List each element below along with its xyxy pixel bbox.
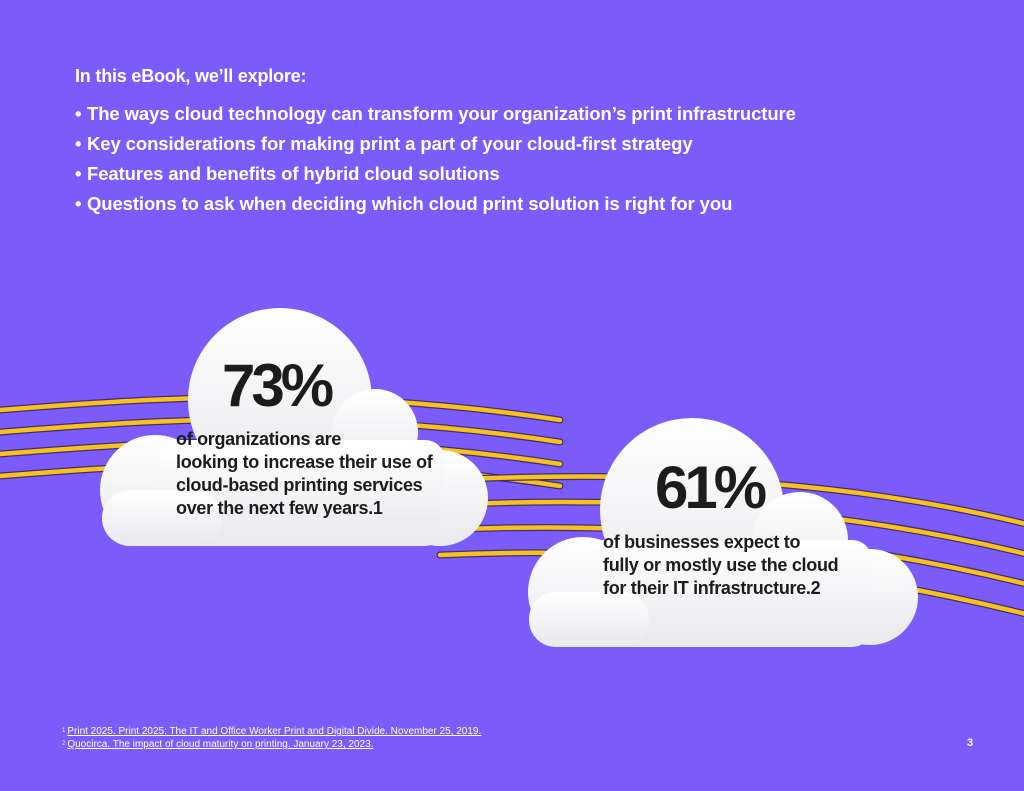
bullet-marker: • — [75, 103, 82, 124]
footnote-marker: 1 — [62, 728, 66, 734]
bullet-text: Features and benefits of hybrid cloud so… — [87, 163, 500, 184]
footnote-link[interactable]: Print 2025. Print 2025: The IT and Offic… — [67, 726, 482, 737]
bullet-item: • Key considerations for making print a p… — [75, 129, 796, 159]
stat-line: looking to increase their use of — [176, 452, 433, 472]
bullet-item: • Questions to ask when deciding which cl… — [75, 189, 796, 219]
bullet-marker: • — [75, 163, 82, 184]
cloud-shape-left — [100, 308, 488, 546]
intro-heading: In this eBook, we’ll explore: — [75, 66, 307, 86]
footnote-link[interactable]: Quocirca. The impact of cloud maturity o… — [67, 739, 374, 750]
page-number: 3 — [967, 737, 974, 749]
footnote-1: 1 Print 2025. Print 2025: The IT and Offi… — [62, 725, 481, 738]
bullet-marker: • — [75, 133, 82, 154]
stat-line: of organizations are — [176, 429, 342, 449]
stat-description: of businesses expect to fully or mostly … — [603, 531, 839, 600]
stat-description: of organizations are looking to increase… — [176, 428, 433, 520]
bullet-text: Key considerations for making print a pa… — [87, 133, 693, 154]
footnote-2: 2 Quocirca. The impact of cloud maturity … — [62, 738, 481, 751]
stat-line: for their IT infrastructure.2 — [603, 578, 821, 598]
stat-value: 73% — [222, 352, 334, 419]
cloud-shape-right — [528, 418, 918, 647]
bullet-text: The ways cloud technology can transform … — [87, 103, 796, 124]
stat-businesses: 61% of businesses expect to fully or mos… — [603, 454, 839, 600]
stat-line: cloud-based printing services — [176, 475, 423, 495]
intro-bullet-list: • The ways cloud technology can transform… — [75, 99, 796, 219]
stat-value: 61% — [655, 454, 767, 521]
bullet-item: • The ways cloud technology can transform… — [75, 99, 796, 129]
stat-line: over the next few years.1 — [176, 498, 383, 518]
footnotes: 1 Print 2025. Print 2025: The IT and Offi… — [62, 725, 481, 751]
stat-organizations: 73% of organizations are looking to incr… — [176, 352, 433, 520]
bullet-text: Questions to ask when deciding which clo… — [87, 193, 733, 214]
stat-line: fully or mostly use the cloud — [603, 555, 839, 575]
intro-section: In this eBook, we’ll explore: • The ways … — [75, 66, 796, 219]
footnote-marker: 2 — [62, 741, 66, 747]
bullet-marker: • — [75, 193, 82, 214]
bullet-item: • Features and benefits of hybrid cloud s… — [75, 159, 796, 189]
stat-line: of businesses expect to — [603, 532, 801, 552]
